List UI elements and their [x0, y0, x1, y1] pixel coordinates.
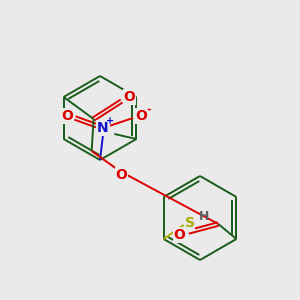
Text: O: O	[116, 168, 127, 182]
Text: S: S	[184, 216, 195, 230]
Text: O: O	[124, 90, 136, 104]
Text: +: +	[106, 116, 114, 126]
Text: -: -	[147, 105, 151, 115]
Text: N: N	[97, 121, 109, 135]
Text: O: O	[173, 228, 185, 242]
Text: H: H	[198, 211, 209, 224]
Text: O: O	[135, 109, 147, 123]
Text: O: O	[61, 109, 73, 123]
